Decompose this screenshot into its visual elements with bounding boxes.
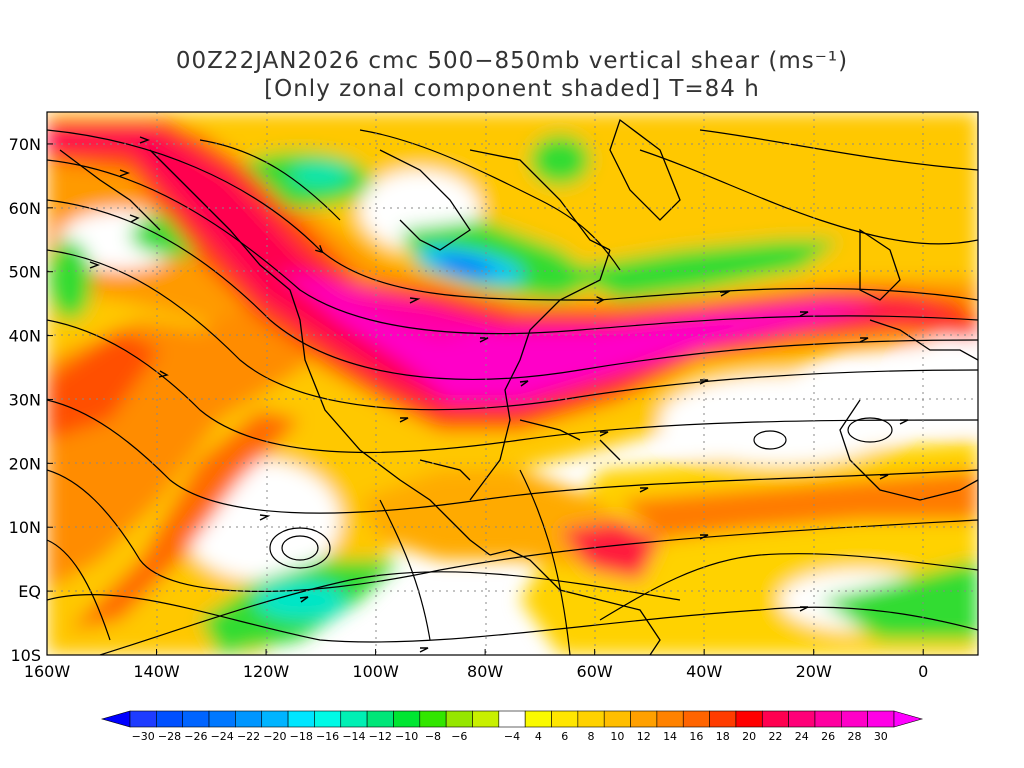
lon-label: 120W (243, 662, 290, 681)
colorbar-swatch (603, 710, 631, 728)
colorbar-label: −14 (342, 730, 365, 743)
colorbar-swatch (735, 710, 763, 728)
colorbar-swatch (261, 710, 289, 728)
colorbar-swatch (630, 710, 658, 728)
colorbar-label: 22 (768, 730, 782, 743)
colorbar-high-arrow (893, 710, 924, 728)
colorbar-swatch (524, 710, 552, 728)
colorbar-label: −6 (451, 730, 467, 743)
lat-label: 50N (9, 263, 41, 282)
colorbar-label: −18 (290, 730, 313, 743)
lat-label: 70N (9, 135, 41, 154)
colorbar-swatch (551, 710, 579, 728)
colorbar-label: 4 (535, 730, 542, 743)
colorbar-swatch (287, 710, 315, 728)
lon-label: 160W (24, 662, 71, 681)
colorbar-label: −4 (504, 730, 520, 743)
colorbar-swatch (709, 710, 737, 728)
colorbar-swatch (340, 710, 368, 728)
colorbar-label: −28 (158, 730, 181, 743)
colorbar-label: 20 (742, 730, 756, 743)
map-field (47, 112, 978, 655)
colorbar-label: −8 (425, 730, 441, 743)
colorbar-swatch (182, 710, 210, 728)
colorbar-swatch (841, 710, 868, 728)
colorbar-swatch (656, 710, 684, 728)
colorbar-low-arrow (100, 710, 131, 728)
colorbar-swatch (366, 710, 394, 728)
colorbar-label: 8 (588, 730, 595, 743)
lat-label: 60N (9, 199, 41, 218)
colorbar-swatch (788, 710, 816, 728)
colorbar-label: 14 (663, 730, 677, 743)
colorbar-swatch (208, 710, 236, 728)
colorbar-swatch (235, 710, 263, 728)
streamline-arrows (89, 136, 909, 653)
colorbar-label: 16 (689, 730, 703, 743)
lon-label: 40W (686, 662, 722, 681)
colorbar-label: −12 (369, 730, 392, 743)
colorbar-swatch (682, 710, 710, 728)
streamlines (47, 129, 978, 655)
colorbar-label: 12 (637, 730, 651, 743)
colorbar-label: −20 (263, 730, 286, 743)
lon-label: 0 (918, 662, 928, 681)
colorbar-swatch (156, 710, 183, 728)
colorbar-swatch (867, 710, 895, 728)
colorbar-swatch (761, 710, 789, 728)
colorbar-label: −24 (211, 730, 234, 743)
colorbar-swatch (393, 710, 421, 728)
colorbar-swatch (419, 710, 447, 728)
colorbar-swatch (314, 710, 342, 728)
lat-label: EQ (18, 582, 41, 601)
colorbar-label: −22 (237, 730, 260, 743)
colorbar-label: 10 (610, 730, 624, 743)
lon-label: 100W (352, 662, 399, 681)
colorbar-swatch (129, 710, 157, 728)
lat-label: 30N (9, 390, 41, 409)
latitude-labels: 70N 60N 50N 40N 30N 20N 10N EQ 10S (9, 135, 53, 665)
colorbar-label: 18 (716, 730, 730, 743)
colorbar-swatch (498, 710, 526, 728)
colorbar-swatch (814, 710, 842, 728)
eddies (269, 417, 893, 569)
colorbar: −30 −28 −26 −24 −22 −20 −18 −16 −14 −12 −10 −8 −6 −4 4… (100, 710, 924, 743)
lon-label: 60W (577, 662, 613, 681)
lat-label: 10S (10, 646, 41, 665)
lon-label: 140W (133, 662, 180, 681)
map-frame (46, 111, 979, 656)
coastlines (59, 118, 978, 655)
title-line-2: [Only zonal component shaded] T=84 h (264, 76, 760, 102)
colorbar-swatch (577, 710, 605, 728)
lon-label: 20W (796, 662, 832, 681)
colorbar-label: 6 (561, 730, 568, 743)
lat-label: 20N (9, 454, 41, 473)
colorbar-label: −26 (184, 730, 207, 743)
lat-label: 10N (9, 518, 41, 537)
colorbar-label: 24 (795, 730, 809, 743)
colorbar-label: −30 (132, 730, 155, 743)
lon-label: 80W (467, 662, 503, 681)
colorbar-label: −16 (316, 730, 339, 743)
title-line-1: 00Z22JAN2026 cmc 500−850mb vertical shea… (175, 48, 849, 74)
lat-label: 40N (9, 327, 41, 346)
colorbar-label: −10 (395, 730, 418, 743)
colorbar-swatch (472, 710, 500, 728)
colorbar-label: 28 (847, 730, 861, 743)
colorbar-label: 26 (821, 730, 835, 743)
colorbar-swatch (445, 710, 473, 728)
longitude-labels: 160W 140W 120W 100W 80W 60W 40W 20W 0 (24, 649, 928, 681)
colorbar-label: 30 (874, 730, 888, 743)
grid-lines (47, 112, 978, 655)
